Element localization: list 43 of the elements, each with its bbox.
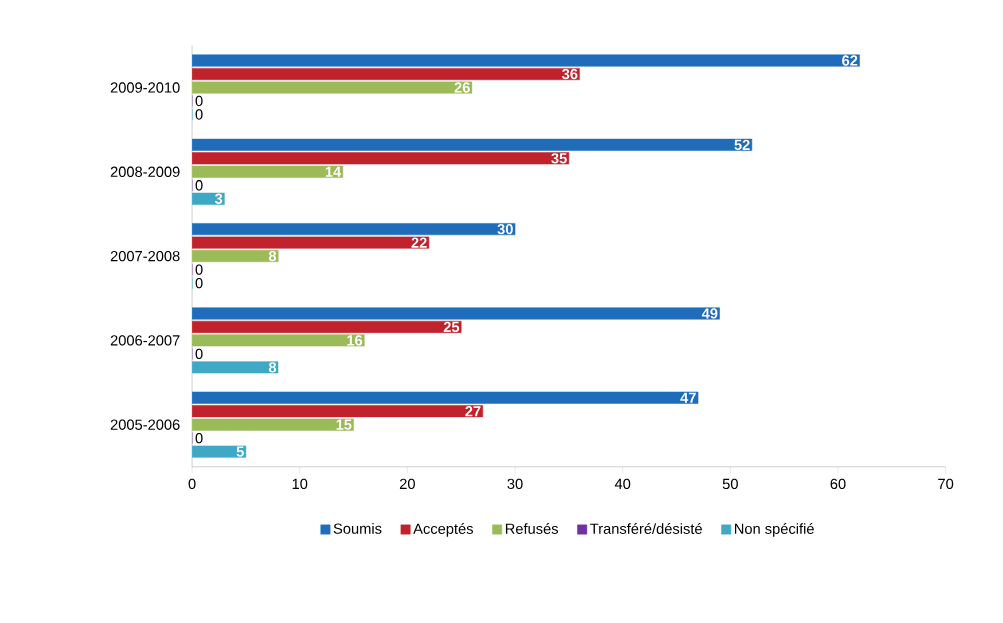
legend-label: Soumis <box>333 523 382 534</box>
x-tick-label: 20 <box>399 478 415 490</box>
data-label: 36 <box>562 68 578 80</box>
x-tick-label: 70 <box>938 478 954 490</box>
data-label: 5 <box>236 446 244 457</box>
legend-label: Acceptés <box>413 523 473 537</box>
data-label: 0 <box>195 180 203 191</box>
data-label: 26 <box>454 82 470 93</box>
data-label: 35 <box>551 153 567 164</box>
x-tick-label: 30 <box>507 478 523 490</box>
legend-label: Non spécifié <box>735 523 814 537</box>
data-label: 0 <box>195 433 203 444</box>
x-tick-label: 10 <box>292 478 308 490</box>
x-tick-label: 0 <box>188 478 196 490</box>
y-tick-label: 2009-2010 <box>110 82 180 93</box>
y-tick-label: 2007-2008 <box>110 250 180 262</box>
y-tick-label: 2005-2006 <box>110 419 180 430</box>
legend-label: Refusés <box>505 523 559 535</box>
x-tick-label: 60 <box>830 478 846 490</box>
data-label: 14 <box>325 166 342 177</box>
data-label: 30 <box>497 223 513 235</box>
data-label: 25 <box>443 321 460 333</box>
legend-label: Transféré/désisté <box>590 523 702 535</box>
y-tick-label: 2008-2009 <box>110 166 180 178</box>
data-label: 8 <box>268 362 277 373</box>
data-label: 16 <box>347 335 363 346</box>
y-tick-label: 2006-2007 <box>110 335 180 346</box>
data-label: 49 <box>701 308 718 319</box>
data-label: 0 <box>195 109 203 120</box>
data-label: 0 <box>195 277 203 289</box>
data-label: 22 <box>411 237 427 248</box>
data-label: 27 <box>465 406 481 417</box>
x-tick-label: 50 <box>722 478 738 490</box>
data-label: 8 <box>268 250 277 262</box>
data-label: 52 <box>734 139 750 151</box>
data-label: 0 <box>195 348 203 360</box>
data-label: 3 <box>214 193 223 205</box>
data-label: 47 <box>680 392 696 403</box>
data-label: 0 <box>195 95 203 107</box>
data-label: 0 <box>195 264 203 275</box>
data-label: 62 <box>842 55 858 66</box>
x-tick-label: 40 <box>614 478 631 490</box>
data-label: 15 <box>336 419 352 430</box>
